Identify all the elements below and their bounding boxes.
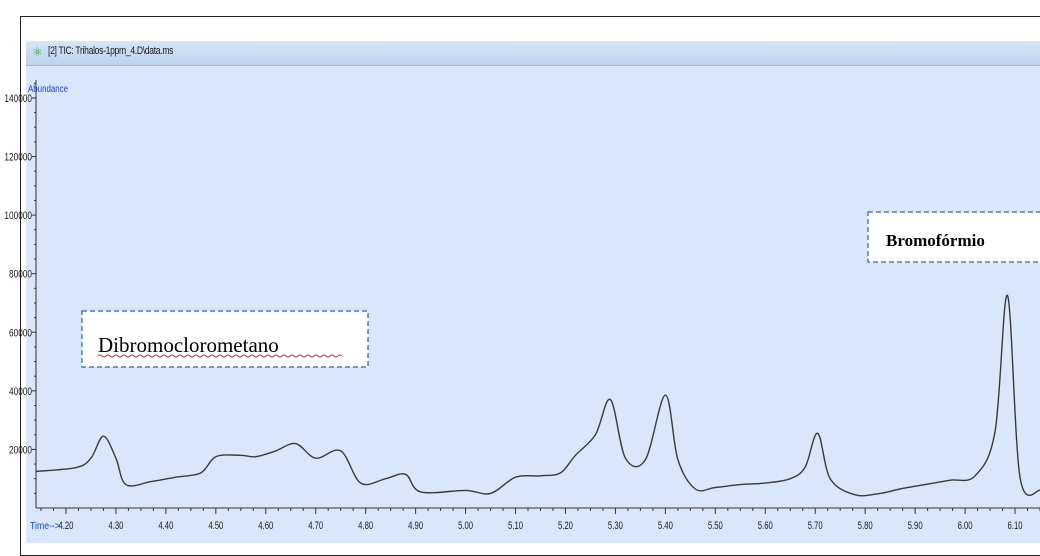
callout-box — [81, 310, 369, 368]
y-tick-label: 60000 — [9, 327, 32, 339]
x-tick-label: 4.90 — [408, 520, 423, 532]
tic-trace-line — [35, 294, 1040, 497]
x-tick-label: 4.50 — [208, 520, 223, 532]
callout-dibromoclorometano: Dibromoclorometano — [81, 310, 369, 368]
window-title-bar[interactable]: ⚛ [2] TIC: Trihalos-1ppm_4.D\data.ms — [26, 41, 1040, 66]
y-tick-label: 140000 — [4, 93, 32, 105]
x-tick-label: 5.40 — [658, 520, 673, 532]
x-tick-label: 4.30 — [108, 520, 123, 532]
x-tick-label: 4.70 — [308, 520, 323, 532]
chromatogram-chart: Abundance 20000 40000 60000 80000 100000 12000… — [4, 66, 1040, 543]
y-tick-label: 20000 — [9, 444, 32, 456]
window-title: [2] TIC: Trihalos-1ppm_4.D\data.ms — [48, 45, 174, 57]
y-axis-label: Abundance — [28, 84, 68, 95]
callout-label: Bromofórmio — [886, 231, 985, 250]
x-axis: 4.20 4.30 4.40 4.50 4.60 4.70 4.80 4.90 5.00 5.10… — [30, 507, 1040, 532]
y-tick-label: 80000 — [9, 269, 32, 281]
y-tick-label: 40000 — [9, 386, 32, 398]
x-tick-label: 5.30 — [608, 520, 623, 532]
x-tick-label: 5.70 — [808, 520, 823, 532]
x-tick-label: 6.00 — [958, 520, 973, 532]
x-tick-label: 5.00 — [458, 520, 473, 532]
x-tick-label: 4.60 — [258, 520, 273, 532]
x-tick-label: 5.10 — [508, 520, 523, 532]
y-tick-label: 100000 — [4, 210, 32, 222]
x-tick-label: 5.20 — [558, 520, 573, 532]
x-tick-label: 5.90 — [908, 520, 923, 532]
plot-background — [26, 66, 1040, 543]
x-tick-label: 4.80 — [358, 520, 373, 532]
spellcheck-underline — [97, 354, 343, 358]
x-tick-label: 5.80 — [858, 520, 873, 532]
x-tick-label: 5.60 — [758, 520, 773, 532]
x-tick-label: 4.20 — [58, 520, 73, 532]
y-tick-label: 120000 — [4, 152, 32, 164]
chromatogram-icon: ⚛ — [32, 45, 43, 59]
callout-box — [867, 211, 1040, 263]
y-axis: Abundance 20000 40000 60000 80000 100000 12000… — [4, 80, 68, 508]
x-axis-label: Time--> — [30, 521, 60, 532]
callout-label: Dibromoclorometano — [98, 333, 279, 357]
x-tick-label: 5.50 — [708, 520, 723, 532]
x-tick-label: 4.40 — [158, 520, 173, 532]
x-tick-label: 6.10 — [1008, 520, 1023, 532]
callout-bromoformio: Bromofórmio — [867, 211, 1040, 263]
